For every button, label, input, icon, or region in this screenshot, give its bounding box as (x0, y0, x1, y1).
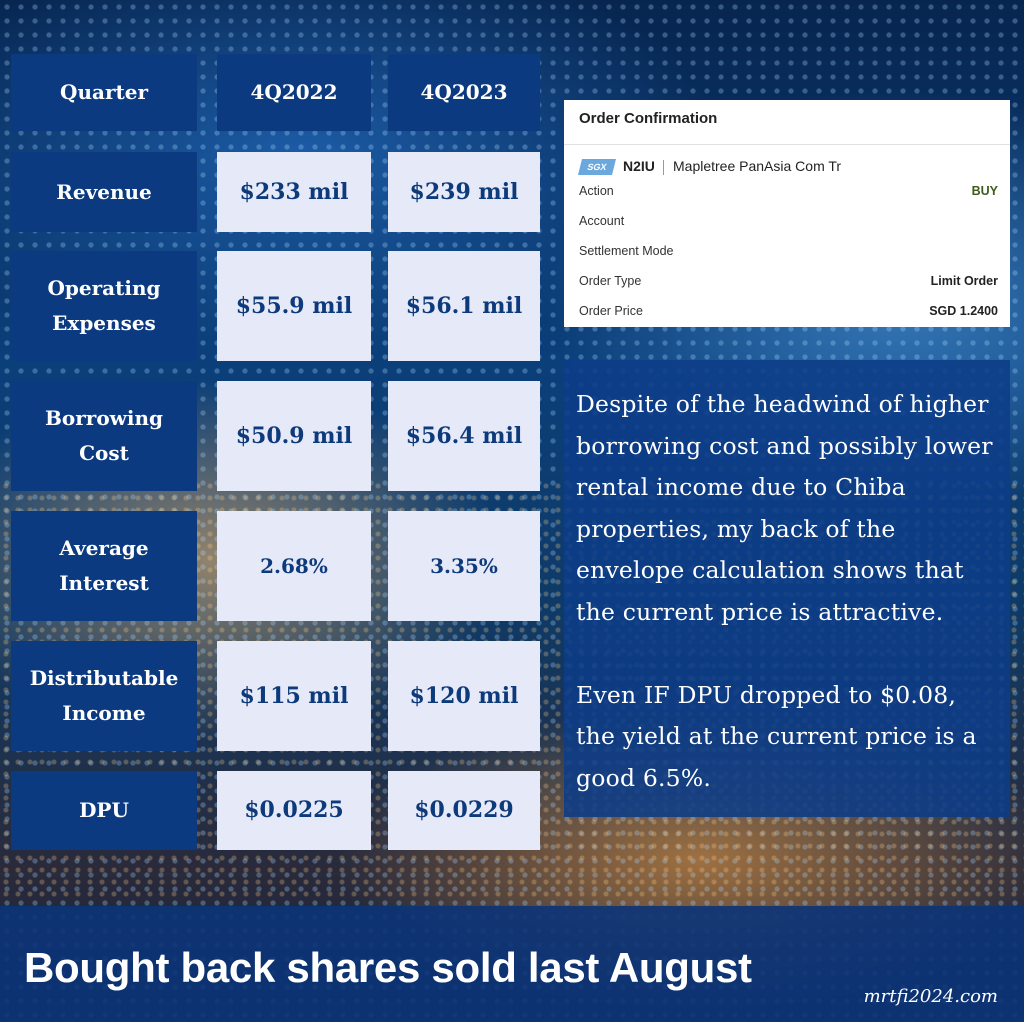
distributable-income-4q2022: $115 mil (217, 641, 371, 751)
commentary-box: Despite of the headwind of higher borrow… (564, 360, 1010, 817)
dpu-4q2023: $0.0229 (388, 771, 540, 850)
distributable-income-4q2023: $120 mil (388, 641, 540, 751)
order-value-order-price: SGD 1.2400 (929, 304, 998, 318)
row-label-distributable-income: Distributable Income (11, 641, 197, 751)
order-confirmation-card: Order Confirmation SGX N2IU Mapletree Pa… (564, 100, 1010, 327)
banner-headline: Bought back shares sold last August (24, 944, 752, 991)
commentary-paragraph-2: Even IF DPU dropped to $0.08, the yield … (576, 680, 977, 792)
order-divider (564, 144, 1010, 145)
revenue-4q2022: $233 mil (217, 152, 371, 232)
header-4q2023: 4Q2023 (388, 54, 540, 131)
order-label-order-price: Order Price (579, 304, 643, 318)
order-label-order-type: Order Type (579, 274, 642, 288)
commentary-paragraph-1: Despite of the headwind of higher borrow… (576, 390, 993, 626)
site-watermark: mrtfi2024.com (863, 986, 998, 1007)
order-value-action: BUY (971, 184, 998, 198)
commentary-spacer (576, 633, 998, 675)
row-label-operating-expenses: Operating Expenses (11, 251, 197, 361)
average-interest-4q2022: 2.68% (217, 511, 371, 621)
stock-ticker: N2IU (623, 158, 655, 174)
row-label-revenue: Revenue (11, 152, 197, 232)
average-interest-4q2023: 3.35% (388, 511, 540, 621)
borrowing-cost-4q2023: $56.4 mil (388, 381, 540, 491)
operating-expenses-4q2022: $55.9 mil (217, 251, 371, 361)
ticker-separator (663, 160, 664, 175)
footer-banner: Bought back shares sold last August mrtf… (0, 906, 1024, 1022)
order-label-account: Account (579, 214, 625, 228)
header-4q2022: 4Q2022 (217, 54, 371, 131)
order-confirmation-title: Order Confirmation (579, 110, 718, 127)
operating-expenses-4q2023: $56.1 mil (388, 251, 540, 361)
row-label-average-interest: Average Interest (11, 511, 197, 621)
row-label-dpu: DPU (11, 771, 197, 850)
order-label-settlement-mode: Settlement Mode (579, 244, 674, 258)
header-quarter: Quarter (11, 54, 197, 131)
order-label-action: Action (579, 184, 614, 198)
stock-name: Mapletree PanAsia Com Tr (673, 158, 842, 174)
dpu-4q2022: $0.0225 (217, 771, 371, 850)
order-value-order-type: Limit Order (930, 274, 998, 288)
sgx-exchange-badge: SGX (578, 159, 616, 175)
borrowing-cost-4q2022: $50.9 mil (217, 381, 371, 491)
revenue-4q2023: $239 mil (388, 152, 540, 232)
row-label-borrowing-cost: Borrowing Cost (11, 381, 197, 491)
